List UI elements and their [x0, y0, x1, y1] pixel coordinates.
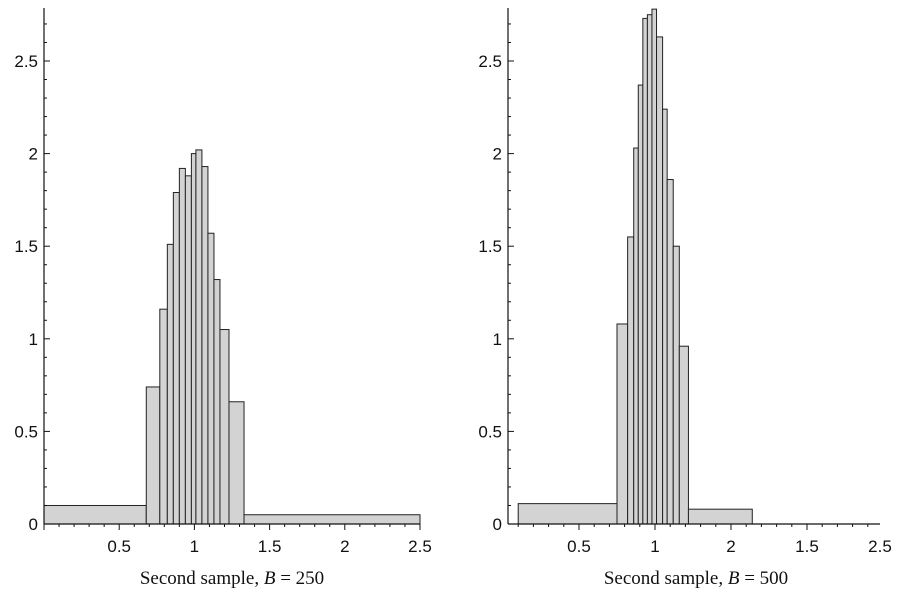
chart-0-bar-13	[228, 401, 245, 525]
chart-1-bar-12	[678, 345, 689, 525]
chart-0-xtick-label: 1	[190, 537, 199, 556]
chart-0-xtick-label: 2	[340, 537, 349, 556]
chart-1-ytick-label: 2.5	[478, 52, 502, 71]
chart-0-caption: Second sample, B = 250	[140, 568, 324, 589]
chart-1-xtick-label: 2.5	[868, 537, 892, 556]
chart-0-ytick-label: 2	[29, 145, 38, 164]
chart-0-bar-1	[145, 386, 161, 525]
chart-1-bar-13	[687, 508, 753, 525]
chart-1-ytick-label: 0.5	[478, 422, 502, 441]
chart-0-bar-8	[195, 149, 203, 525]
chart-0-bar-7	[190, 153, 197, 525]
chart-0-bar-11	[213, 279, 221, 525]
chart-1-ytick-label: 2	[493, 145, 502, 164]
chart-1-bar-2	[627, 236, 635, 525]
chart-1-xtick-label: 1	[650, 537, 659, 556]
chart-0-bar-6	[184, 175, 192, 525]
chart-0-bar-5	[178, 167, 186, 525]
chart-0-bar-9	[201, 166, 209, 525]
chart-1-caption: Second sample, B = 500	[604, 568, 788, 589]
chart-1-bar-11	[672, 245, 680, 525]
chart-0-ytick-label: 1.5	[14, 237, 38, 256]
chart-1-bar-7	[651, 8, 658, 525]
chart-0-bar-14	[243, 514, 421, 525]
histogram-left: 0 0.5 1 1.5 2 2.5 0.5 1 1.5 2 2.5 Second sample, B …	[14, 8, 432, 589]
chart-1-bar-4	[637, 84, 644, 525]
chart-1-bar-0	[517, 503, 618, 525]
chart-1-bar-3	[633, 147, 639, 525]
chart-1-xtick-label: 0.5	[567, 537, 591, 556]
chart-0-bar-12	[219, 329, 230, 525]
chart-0-xtick-label: 1.5	[258, 537, 282, 556]
histogram-right: 0 0.5 1 1.5 2 2.5 0.5 1 2 1.5 2.5 Second sample, B …	[478, 8, 892, 589]
chart-0-bar-2	[159, 308, 168, 525]
chart-0-ytick-label: 0.5	[14, 422, 38, 441]
chart-0-bar-0	[43, 504, 147, 525]
chart-0-bar-10	[207, 232, 215, 525]
chart-1-ytick-label: 1	[493, 330, 502, 349]
chart-0-bar-4	[172, 191, 180, 525]
chart-1-bar-1	[616, 323, 629, 525]
chart-1-bar-8	[656, 36, 664, 525]
chart-1-bar-6	[646, 14, 653, 525]
chart-1-ytick-label: 1.5	[478, 237, 502, 256]
chart-1-bar-5	[642, 17, 648, 525]
chart-0-ytick-label: 1	[29, 330, 38, 349]
chart-0-xtick-label: 2.5	[408, 537, 432, 556]
chart-1-xtick-label: 2	[726, 537, 735, 556]
chart-0-bar-3	[166, 243, 174, 525]
chart-0-xtick-label: 0.5	[107, 537, 131, 556]
chart-1-bar-10	[666, 179, 674, 525]
chart-1-bar-9	[662, 108, 668, 525]
chart-1-xtick-label: 1.5	[795, 537, 819, 556]
chart-1-ytick-label: 0	[493, 515, 502, 534]
chart-0-ytick-label: 0	[29, 515, 38, 534]
chart-0-ytick-label: 2.5	[14, 52, 38, 71]
